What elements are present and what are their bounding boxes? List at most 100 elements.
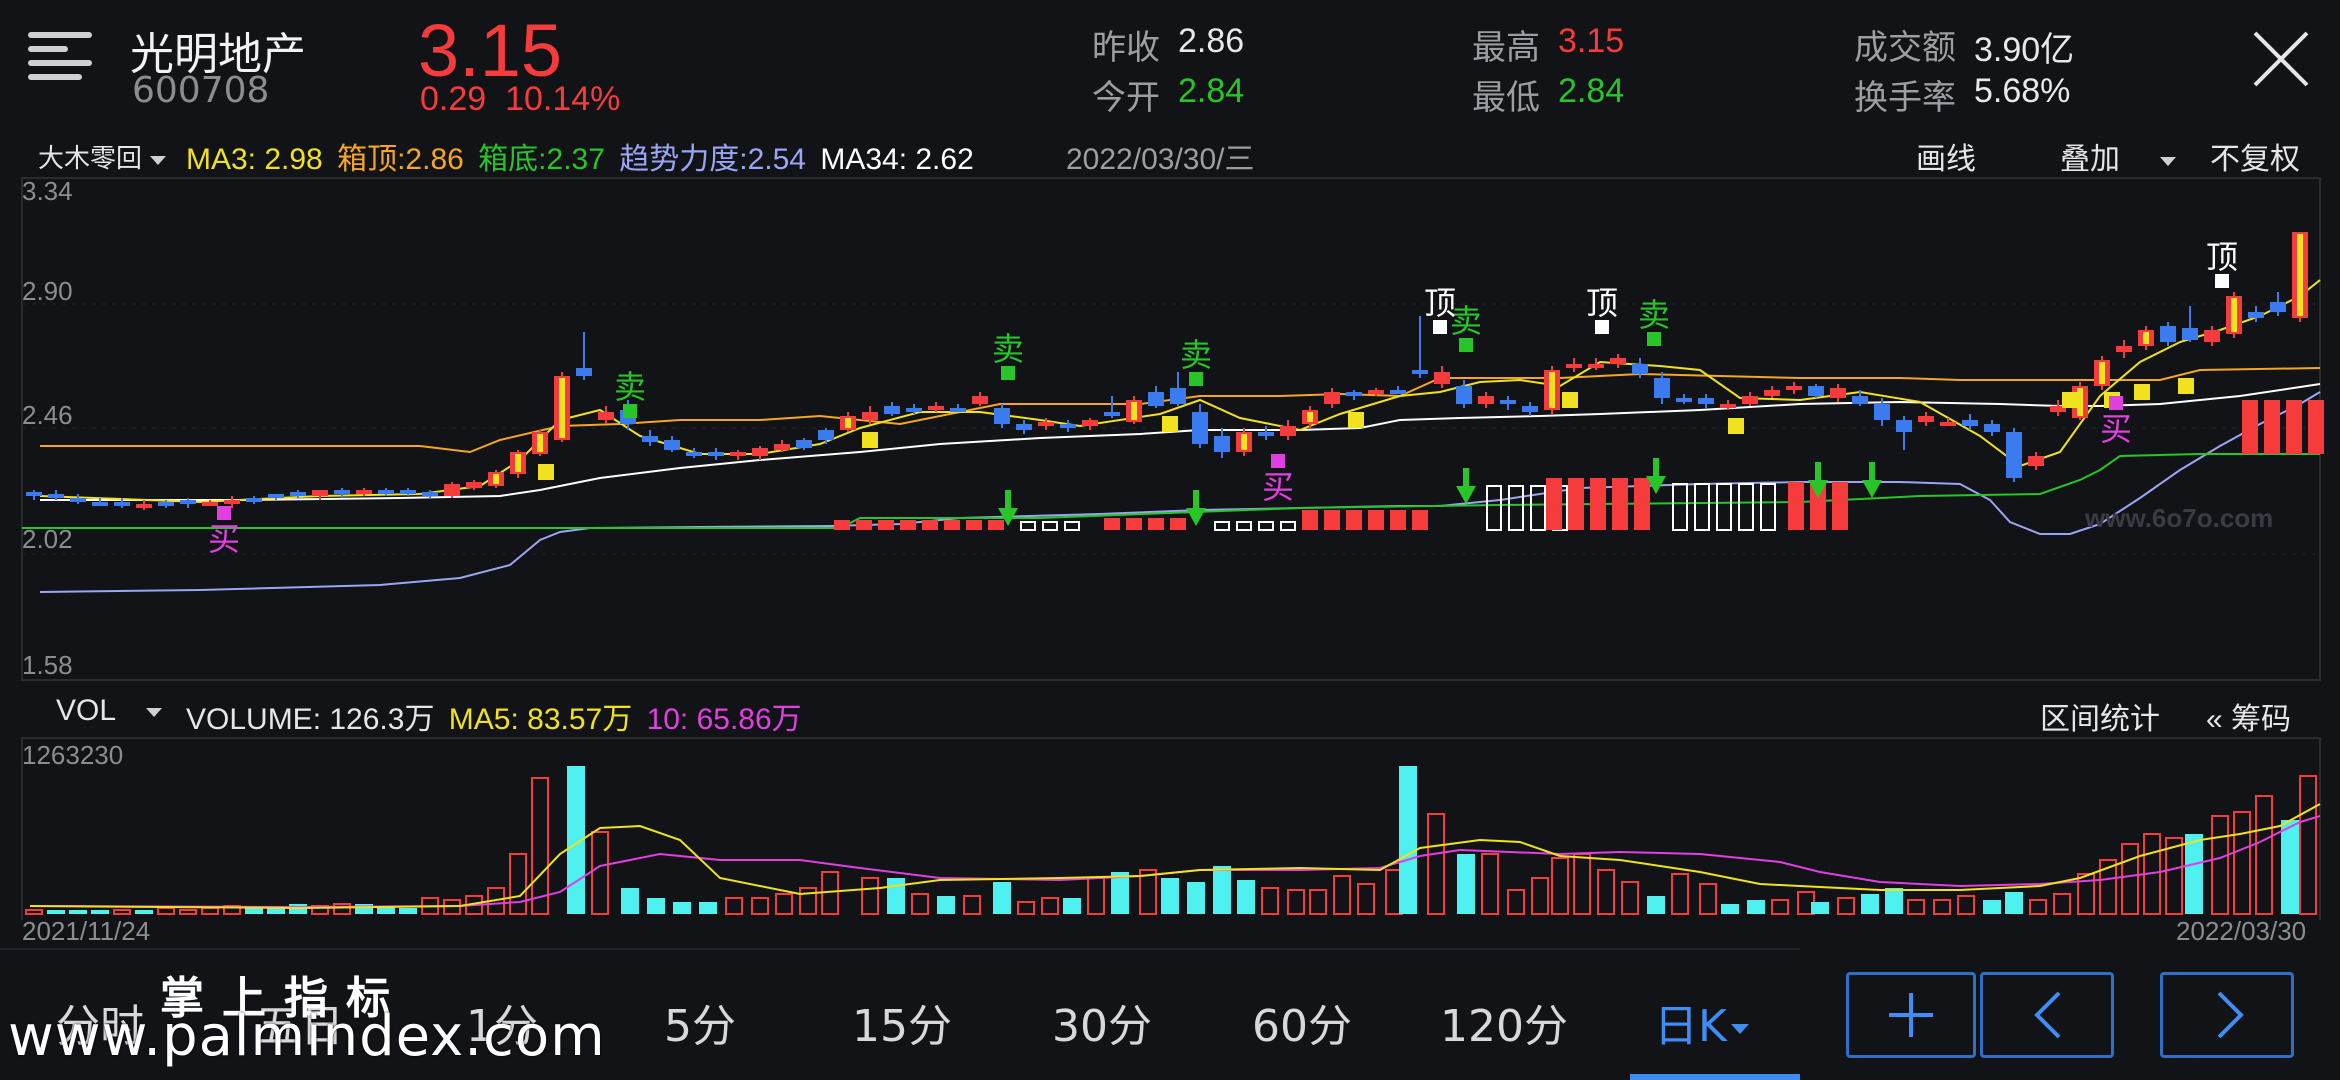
volume-bar [2029, 899, 2047, 915]
candle-body [906, 408, 922, 412]
volume-bar [2233, 811, 2251, 915]
close-icon[interactable] [2252, 30, 2310, 88]
signal-bar [1810, 482, 1826, 530]
volume-bar [2005, 892, 2023, 914]
tab-timeshare[interactable]: 分时 [56, 1001, 144, 1052]
candle-body [1852, 396, 1868, 404]
previous-button[interactable] [1980, 972, 2114, 1058]
tab-60min[interactable]: 60分 [1252, 1001, 1352, 1052]
turnover-rate-label: 换手率 [1854, 78, 1956, 118]
candle-body [1038, 422, 1054, 426]
buy-marker [2109, 396, 2123, 410]
volume-bar [1747, 900, 1765, 914]
marker-square [1348, 412, 1364, 428]
signal-bar [1214, 521, 1230, 531]
candle-body [972, 396, 988, 404]
signal-bar [1412, 510, 1428, 530]
interval-stats-button[interactable]: 区间统计 [2040, 703, 2160, 736]
draw-line-button[interactable]: 画线 [1916, 143, 1976, 176]
volume-bar [1647, 896, 1665, 914]
candle-body [136, 504, 152, 508]
candle-highlight [845, 418, 851, 428]
volume-bar [1907, 899, 1925, 915]
signal-bar [2264, 400, 2280, 454]
volume-bar [2165, 837, 2183, 915]
tab-daily-k[interactable]: 日K [1654, 990, 1749, 1054]
candle-body [818, 430, 834, 440]
stock-name: 光明地产 [130, 29, 306, 80]
chips-button[interactable]: « 筹码 [2206, 703, 2292, 736]
open-value: 2.84 [1178, 72, 1245, 110]
candle-body [1456, 386, 1472, 404]
watermark-text: 掌上指标 [160, 973, 408, 1024]
candle-body [2270, 302, 2286, 312]
volume-bar [1427, 813, 1445, 915]
next-button[interactable] [2160, 972, 2294, 1058]
candle-body [26, 492, 42, 496]
candle-body [1918, 416, 1934, 422]
green-arrow-stem [1815, 462, 1821, 480]
volume-bar [1699, 883, 1717, 915]
volume-bar [1333, 875, 1351, 915]
tab-five-day[interactable]: 五日 [256, 1001, 344, 1052]
volume-bar [1399, 766, 1417, 914]
volume-bar [1237, 880, 1255, 914]
candle-body [246, 498, 262, 502]
overlay-button[interactable]: 叠加 [2060, 134, 2176, 178]
volume-bar [157, 907, 175, 915]
marker-square [2062, 392, 2078, 408]
signal-bar [856, 520, 872, 530]
volume-bar [1481, 853, 1499, 915]
end-date: 2022/03/30 [2176, 916, 2307, 946]
prev-close-value: 2.86 [1178, 22, 1245, 60]
adjust-button[interactable]: 不复权 [2210, 143, 2300, 176]
top-marker [1433, 320, 1447, 334]
signal-bar [988, 520, 1004, 530]
candle-body [2006, 432, 2022, 478]
volume-bar [1861, 894, 1879, 914]
green-arrow-icon [1808, 480, 1828, 498]
change-amount: 0.29 [420, 80, 487, 118]
tab-15min[interactable]: 15分 [852, 1001, 952, 1052]
plus-icon [1889, 993, 1933, 1037]
volume-bar [1309, 889, 1327, 915]
volume-bar [179, 909, 197, 915]
volume-bar [1287, 889, 1305, 915]
zoom-in-button[interactable] [1846, 972, 1976, 1058]
volume-bar [725, 897, 743, 915]
tab-1min[interactable]: 1分 [466, 1001, 538, 1052]
buy-signal-label: 买 [208, 521, 240, 557]
volume-bar [751, 897, 769, 915]
sell-marker [1001, 366, 1015, 380]
signal-bar [1568, 478, 1584, 530]
candle-body [1786, 386, 1802, 390]
tab-5min[interactable]: 5分 [664, 1001, 736, 1052]
candle-body [576, 368, 592, 376]
volume-selector[interactable]: VOL [56, 694, 163, 728]
candle-body [1082, 420, 1098, 426]
tab-30min[interactable]: 30分 [1052, 1001, 1152, 1052]
chevron-down-icon [2160, 156, 2176, 166]
volume-bar [1139, 869, 1157, 915]
volume-bar [1551, 857, 1569, 915]
tab-120min[interactable]: 120分 [1440, 1001, 1568, 1052]
candle-body [1434, 372, 1450, 384]
candle-body [862, 412, 878, 420]
price-axis-label: 3.34 [22, 176, 73, 206]
volume-bar [245, 906, 263, 914]
indicator-selector[interactable]: 大木零回 [38, 138, 167, 175]
candle-body [158, 502, 174, 506]
candle-body [92, 502, 108, 506]
candle-body [1500, 400, 1516, 404]
volume-bar [1771, 899, 1789, 915]
sell-marker [623, 404, 637, 418]
volume-bar [267, 908, 285, 914]
volume-chart[interactable] [0, 730, 2340, 920]
candle-body [1676, 398, 1692, 402]
candle-body [1346, 392, 1362, 396]
volume-values: VOLUME: 126.3万 MA5: 83.57万 10: 65.86万 [186, 694, 802, 738]
volume-bar [289, 904, 307, 914]
volume-bar [647, 898, 665, 914]
menu-icon[interactable] [28, 30, 92, 86]
